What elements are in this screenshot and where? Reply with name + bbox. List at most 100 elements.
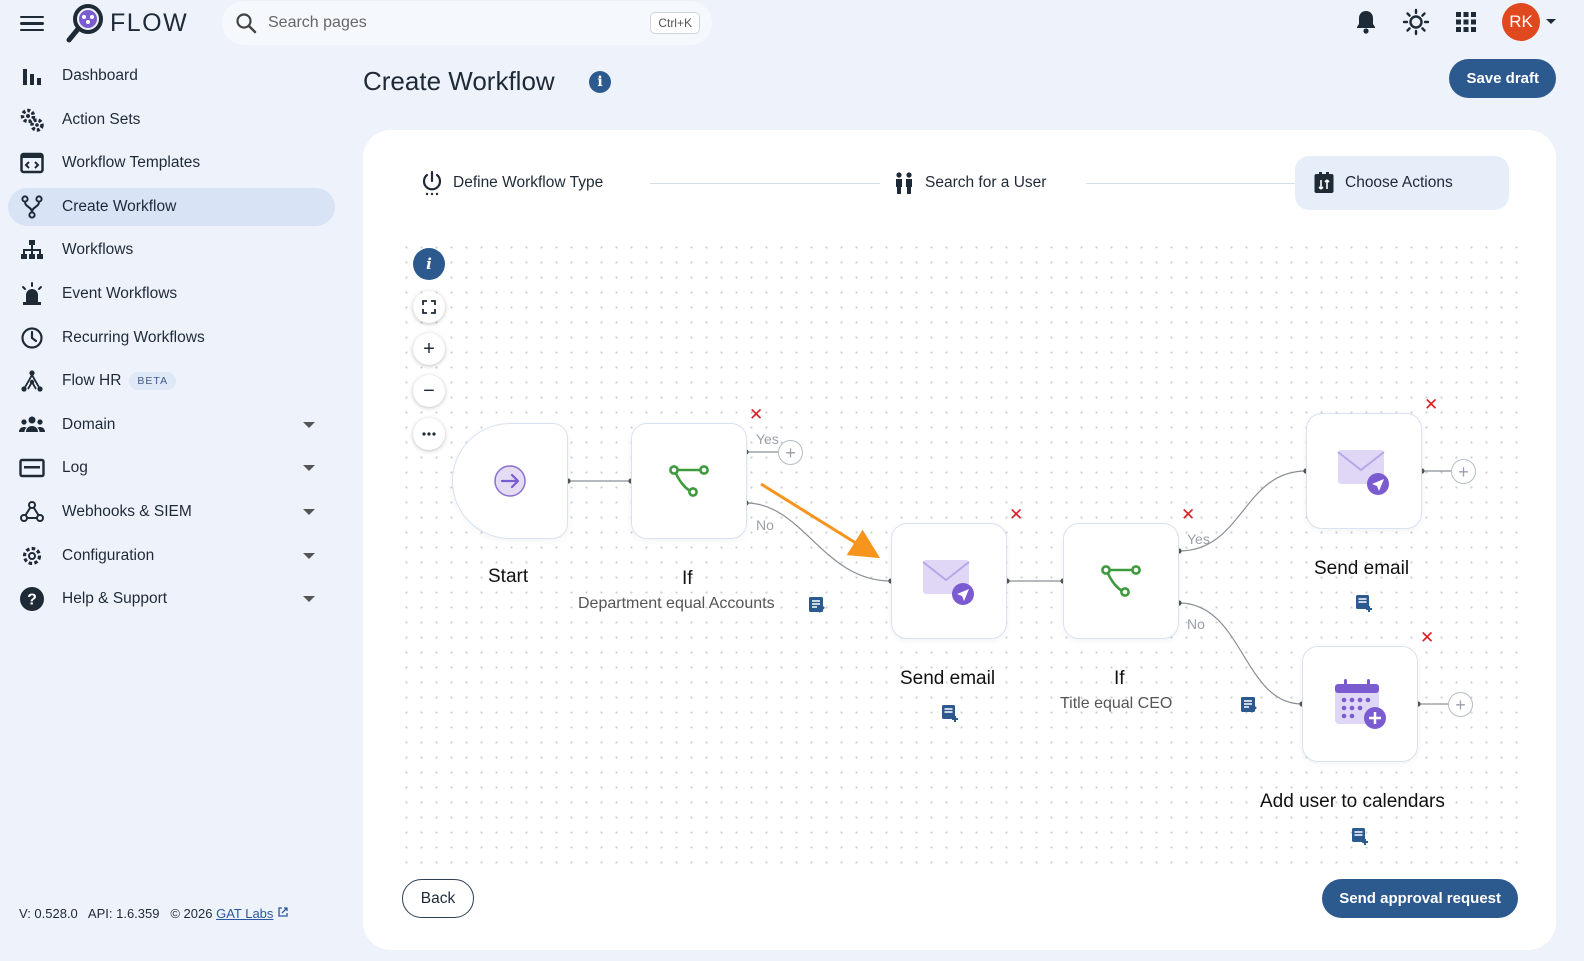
step-label: Define Workflow Type [453, 174, 604, 191]
workflow-card: Define Workflow Type Search for a User C… [363, 130, 1556, 950]
send-email-node-2[interactable] [1306, 413, 1422, 529]
add-note-icon[interactable] [1355, 594, 1373, 612]
send-email-icon [1337, 450, 1389, 495]
edge-label-yes: Yes [756, 431, 779, 447]
calendar-add-icon [1335, 679, 1386, 729]
user-menu[interactable]: RK [1502, 3, 1558, 41]
sidebar-item-create-workflow[interactable]: Create Workflow [8, 187, 335, 226]
sidebar-item-log[interactable]: Log [8, 449, 335, 487]
sidebar-item-webhooks-siem[interactable]: Webhooks & SIEM [8, 493, 335, 531]
start-node-label: Start [488, 566, 529, 587]
api-version: API: 1.6.359 [87, 906, 160, 921]
more-options-icon[interactable] [413, 418, 445, 450]
edge-label-no: No [1187, 616, 1205, 632]
sidebar-item-workflow-templates[interactable]: Workflow Templates [8, 144, 335, 182]
bar-chart-icon [19, 63, 45, 89]
back-button[interactable]: Back [402, 879, 474, 918]
sidebar-item-label: Configuration [62, 546, 155, 564]
sidebar-item-help-support[interactable]: ? Help & Support [8, 580, 335, 618]
power-icon [422, 170, 442, 196]
delete-node-icon[interactable]: ✕ [1420, 628, 1435, 647]
apps-grid-icon[interactable] [1452, 8, 1480, 36]
sidebar-item-label: Log [62, 459, 88, 477]
edge-label-yes: Yes [1187, 531, 1210, 547]
add-node-button[interactable]: + [778, 440, 803, 465]
sidebar-item-label: Recurring Workflows [62, 328, 205, 346]
add-note-icon[interactable] [941, 704, 959, 722]
flow-logo-icon [66, 4, 103, 43]
if-node-department[interactable] [631, 423, 747, 539]
sidebar-item-workflows[interactable]: Workflows [8, 231, 335, 269]
sidebar-item-domain[interactable]: Domain [8, 406, 335, 444]
log-icon [19, 455, 45, 481]
theme-toggle-sun-icon[interactable] [1402, 8, 1430, 36]
sidebar-item-recurring-workflows[interactable]: Recurring Workflows [8, 319, 335, 357]
edit-note-icon[interactable] [1240, 696, 1258, 714]
info-icon[interactable]: i [589, 71, 611, 93]
expand-caret-icon[interactable] [303, 421, 315, 428]
fit-view-icon[interactable] [413, 291, 445, 323]
add-note-icon[interactable] [1351, 827, 1369, 845]
start-node[interactable] [452, 423, 568, 539]
condition-branch-icon [1101, 565, 1141, 597]
condition-branch-icon [669, 465, 709, 497]
add-to-calendar-node[interactable] [1302, 646, 1418, 762]
send-approval-request-button[interactable]: Send approval request [1322, 879, 1518, 918]
app-logo[interactable]: FLOW [66, 2, 188, 44]
calendar-node-label: Add user to calendars [1260, 791, 1445, 812]
search-input[interactable] [268, 14, 651, 32]
chevron-down-icon[interactable] [1544, 17, 1558, 27]
stepper: Define Workflow Type Search for a User C… [363, 156, 1556, 210]
if-node-condition: Title equal CEO [1060, 695, 1173, 712]
search-bar[interactable]: Ctrl+K [222, 1, 712, 45]
step-label: Choose Actions [1345, 174, 1453, 191]
page-title: Create Workflow [363, 66, 555, 96]
sidebar-item-label: Domain [62, 415, 116, 433]
if-node-title[interactable] [1063, 523, 1179, 639]
svg-text:?: ? [27, 592, 37, 609]
sidebar-item-label: Action Sets [62, 110, 141, 128]
expand-caret-icon[interactable] [303, 552, 315, 559]
delete-node-icon[interactable]: ✕ [1181, 505, 1196, 524]
expand-caret-icon[interactable] [303, 465, 315, 472]
sidebar-item-label: Help & Support [62, 590, 168, 608]
step-search-for-user[interactable]: Search for a User [875, 156, 1064, 210]
send-email-node-1[interactable] [891, 523, 1007, 639]
search-icon [236, 13, 257, 34]
zoom-out-icon[interactable]: − [413, 375, 445, 407]
branch-icon [19, 194, 45, 220]
sidebar-item-flow-hr[interactable]: Flow HR BETA [8, 362, 335, 400]
sidebar-item-configuration[interactable]: Configuration [8, 537, 335, 575]
save-draft-button[interactable]: Save draft [1449, 59, 1556, 98]
sidebar-item-event-workflows[interactable]: Event Workflows [8, 275, 335, 313]
edit-note-icon[interactable] [808, 596, 826, 614]
template-icon [19, 150, 45, 176]
clock-icon [19, 325, 45, 351]
expand-caret-icon[interactable] [303, 596, 315, 603]
delete-node-icon[interactable]: ✕ [1424, 395, 1439, 414]
expand-caret-icon[interactable] [303, 508, 315, 515]
zoom-in-icon[interactable]: + [413, 333, 445, 365]
step-define-workflow-type[interactable]: Define Workflow Type [403, 156, 621, 210]
notifications-bell-icon[interactable] [1352, 8, 1380, 36]
step-connector [650, 183, 880, 184]
company-link[interactable]: GAT Labs [216, 906, 274, 921]
canvas-info-button[interactable]: i [413, 248, 445, 280]
app-name: FLOW [110, 8, 189, 37]
sidebar-item-label: Webhooks & SIEM [62, 502, 192, 520]
sidebar-item-label: Workflow Templates [62, 154, 201, 172]
app-version: V: 0.528.0 [19, 906, 78, 921]
add-node-button[interactable]: + [1448, 692, 1473, 717]
delete-node-icon[interactable]: ✕ [1009, 505, 1024, 524]
sidebar-item-dashboard[interactable]: Dashboard [8, 57, 335, 95]
users-icon [19, 412, 45, 438]
menu-icon[interactable] [20, 12, 44, 34]
sidebar-item-action-sets[interactable]: Action Sets [8, 101, 335, 139]
sidebar-item-label: Flow HR [62, 372, 122, 390]
add-node-button[interactable]: + [1451, 459, 1476, 484]
sidebar-item-label: Dashboard [62, 67, 138, 84]
avatar[interactable]: RK [1502, 3, 1540, 41]
send-email-label: Send email [1314, 558, 1410, 579]
step-choose-actions[interactable]: Choose Actions [1295, 156, 1509, 210]
delete-node-icon[interactable]: ✕ [749, 405, 764, 424]
